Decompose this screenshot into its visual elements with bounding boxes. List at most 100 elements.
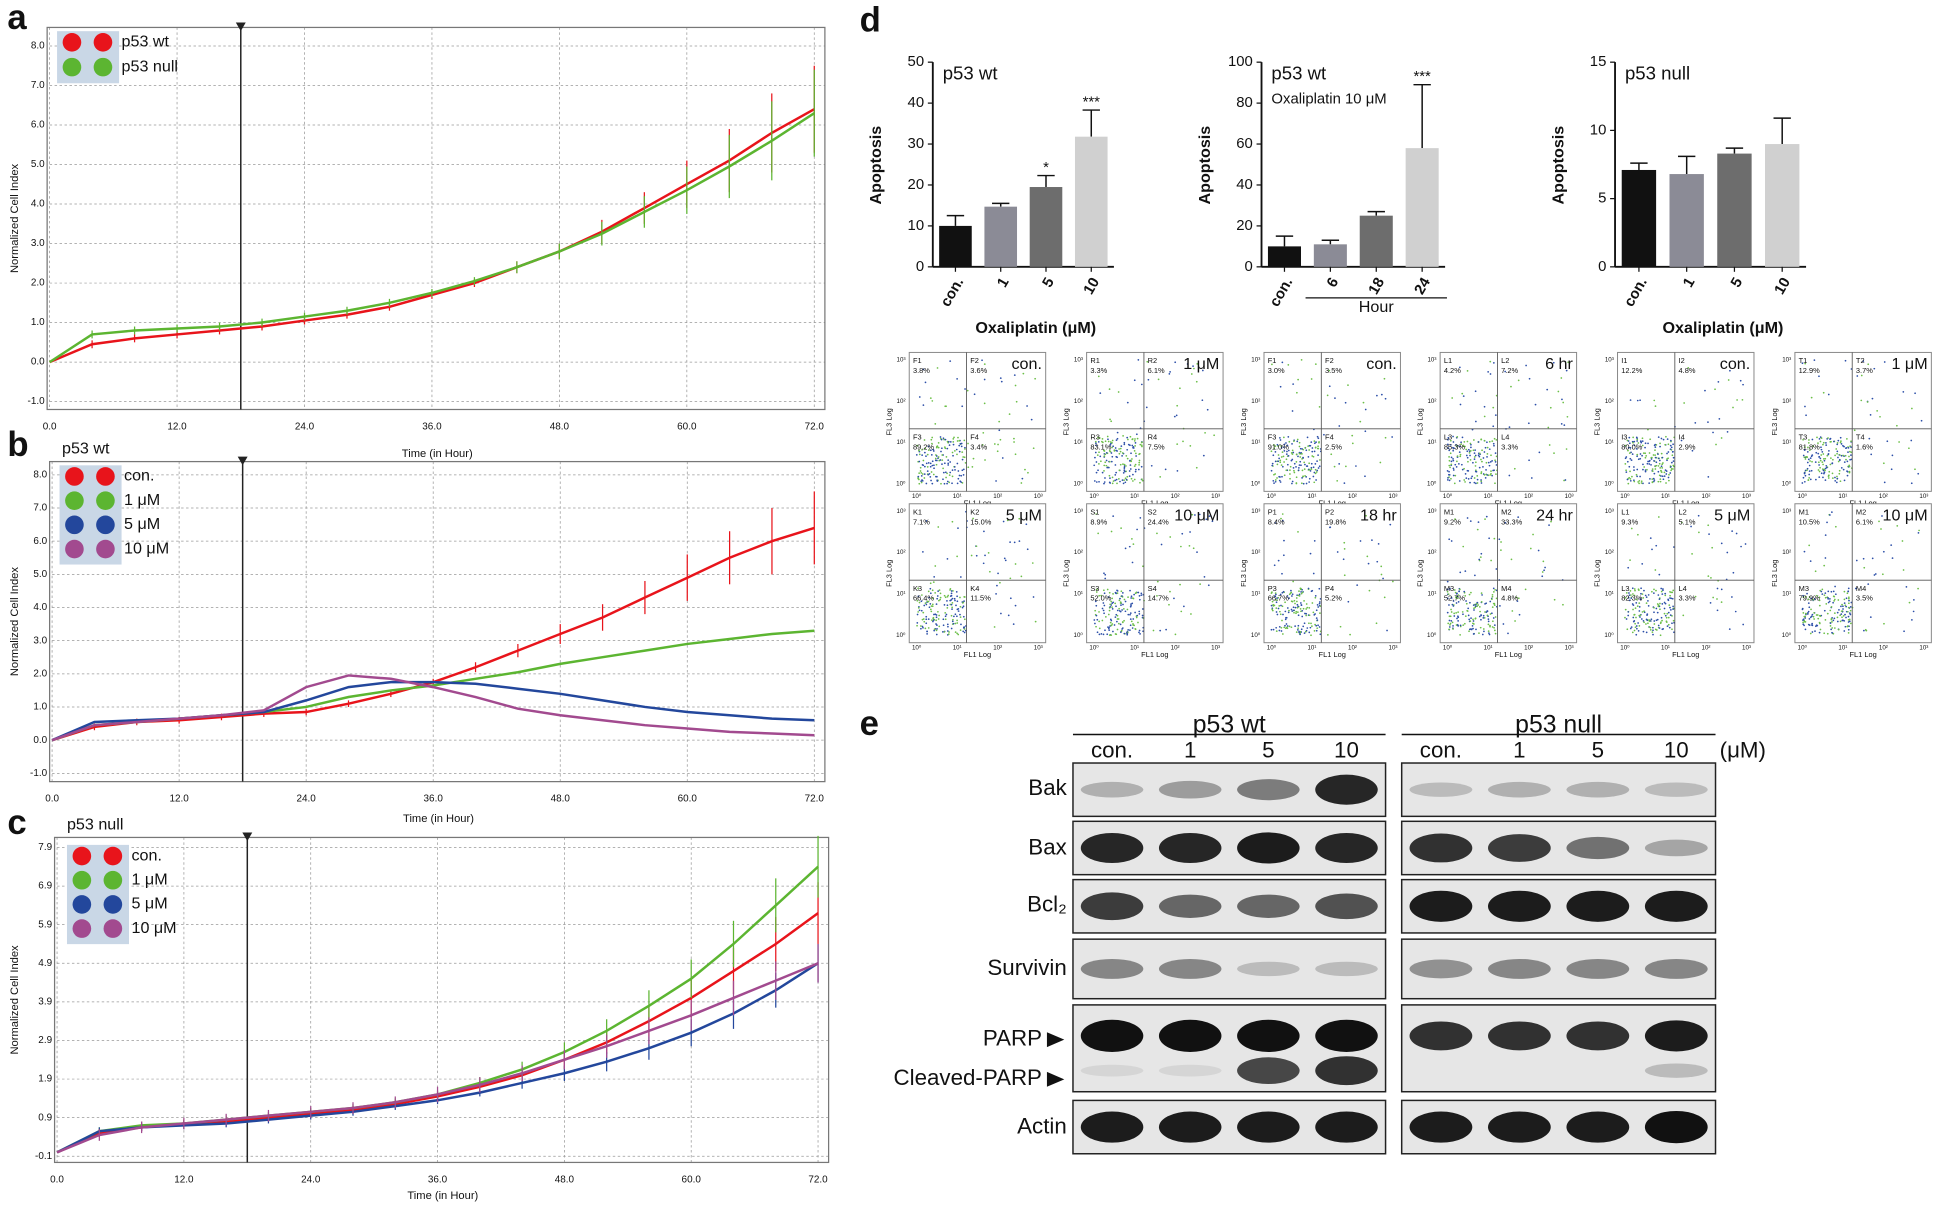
scatter-dot bbox=[1818, 631, 1821, 634]
scatter-dot bbox=[1838, 454, 1841, 456]
legend-swatch bbox=[103, 870, 123, 890]
scatter-dot bbox=[1643, 621, 1645, 624]
scatter-dot bbox=[1448, 470, 1450, 473]
scatter-dot bbox=[1273, 482, 1275, 485]
scatter-dot bbox=[1140, 592, 1143, 595]
scatter-dot bbox=[1314, 623, 1316, 626]
scatter-dot bbox=[1024, 468, 1026, 471]
x-tick-label: 0.0 bbox=[43, 421, 57, 432]
scatter-dot bbox=[1647, 594, 1650, 596]
scatter-dot bbox=[1301, 591, 1304, 594]
scatter-dot bbox=[1099, 455, 1102, 458]
scatter-dot bbox=[1303, 632, 1306, 635]
scatter-dot bbox=[1305, 608, 1308, 610]
scatter-dot bbox=[953, 466, 956, 468]
scatter-dot bbox=[1477, 441, 1480, 443]
scatter-dot bbox=[1476, 478, 1479, 481]
scatter-dot bbox=[949, 471, 952, 474]
quadrant-id: S3 bbox=[1090, 584, 1099, 593]
scatter-dot bbox=[923, 473, 926, 475]
quadrant-id: S4 bbox=[1148, 584, 1157, 593]
scatter-dot bbox=[1805, 612, 1807, 615]
scatter-dot bbox=[1119, 463, 1122, 466]
quadrant-percent: 80.0% bbox=[1621, 442, 1642, 451]
scatter-dot bbox=[1710, 576, 1712, 579]
scatter-dot bbox=[1480, 552, 1483, 555]
legend-label: 5 μM bbox=[124, 515, 160, 533]
scatter-dot bbox=[1274, 451, 1277, 453]
scatter-dot bbox=[1308, 477, 1311, 480]
chart-title: p53 wt bbox=[943, 62, 999, 83]
scatter-dot bbox=[1109, 477, 1111, 479]
scatter-dot bbox=[949, 360, 952, 362]
scatter-dot bbox=[949, 599, 952, 602]
scatter-dot bbox=[1134, 441, 1137, 444]
scatter-dot bbox=[1563, 479, 1565, 482]
scatter-dot bbox=[1652, 626, 1654, 629]
scatter-dot bbox=[1470, 628, 1473, 631]
scatter-dot bbox=[1856, 375, 1859, 377]
scatter-dot bbox=[1013, 374, 1016, 377]
scatter-dot bbox=[1474, 449, 1476, 452]
scatter-dot bbox=[1493, 629, 1496, 632]
scatter-dot bbox=[1448, 459, 1451, 462]
scatter-dot bbox=[1447, 438, 1449, 441]
scatter-dot bbox=[1097, 532, 1100, 535]
scatter-dot bbox=[950, 614, 953, 617]
y-tick-label: 80 bbox=[1236, 95, 1253, 111]
scatter-dot bbox=[1666, 438, 1669, 441]
scatter-dot bbox=[1493, 624, 1496, 626]
scatter-dot bbox=[1285, 626, 1288, 629]
scatter-dot bbox=[1280, 456, 1283, 458]
scatter-dot bbox=[1306, 606, 1309, 609]
scatter-dot bbox=[1138, 452, 1141, 455]
scatter-dot bbox=[959, 576, 962, 578]
scatter-dot bbox=[1169, 590, 1171, 593]
scatter-dot bbox=[1281, 619, 1283, 622]
quadrant-id: I4 bbox=[1679, 432, 1685, 441]
scatter-dot bbox=[1664, 592, 1667, 595]
quadrant-id: F4 bbox=[970, 432, 979, 441]
scatter-dot bbox=[1290, 452, 1293, 454]
scatter-dot bbox=[1121, 595, 1123, 597]
scatter-dot bbox=[1293, 462, 1296, 465]
scatter-dot bbox=[1707, 575, 1710, 577]
scatter-dot bbox=[1463, 622, 1466, 625]
blot-frame bbox=[1072, 938, 1387, 1000]
scatter-dot bbox=[1830, 628, 1832, 631]
scatter-dot bbox=[1917, 587, 1919, 590]
scatter-dot bbox=[1310, 634, 1312, 637]
scatter-dot bbox=[956, 377, 958, 380]
scatter-dot bbox=[1109, 444, 1112, 446]
scatter-dot bbox=[1716, 609, 1719, 612]
scatter-dot bbox=[1107, 627, 1110, 630]
scatter-dot bbox=[1846, 470, 1849, 473]
scatter-dot bbox=[926, 633, 928, 635]
scatter-dot bbox=[1834, 593, 1837, 596]
scatter-dot bbox=[1299, 456, 1302, 458]
scatter-dot bbox=[1278, 629, 1281, 632]
row-label: Bak bbox=[1028, 775, 1067, 800]
scatter-dot bbox=[1095, 625, 1097, 628]
scatter-dot bbox=[1007, 614, 1010, 617]
blot-band bbox=[1237, 894, 1300, 918]
scatter-dot bbox=[1281, 451, 1284, 454]
scatter-dot bbox=[1098, 451, 1100, 454]
scatter-dot bbox=[1635, 447, 1638, 450]
scatter-dot bbox=[1726, 430, 1729, 433]
scatter-dot bbox=[1846, 438, 1848, 440]
legend-swatch bbox=[93, 33, 113, 52]
scatter-dot bbox=[1189, 531, 1191, 533]
scatter-dot bbox=[1801, 362, 1804, 365]
scatter-dot bbox=[1563, 424, 1566, 426]
blot-band bbox=[1566, 836, 1630, 860]
scatter-dot bbox=[1282, 613, 1284, 616]
scatter-dot bbox=[1298, 441, 1301, 444]
scatter-dot bbox=[1109, 605, 1112, 608]
scatter-dot bbox=[1364, 408, 1367, 411]
scatter-dot bbox=[1846, 592, 1849, 595]
scatter-dot bbox=[1565, 448, 1568, 450]
scatter-dot bbox=[1806, 469, 1808, 472]
scatter-dot bbox=[937, 526, 940, 528]
scatter-dot bbox=[1474, 470, 1477, 473]
